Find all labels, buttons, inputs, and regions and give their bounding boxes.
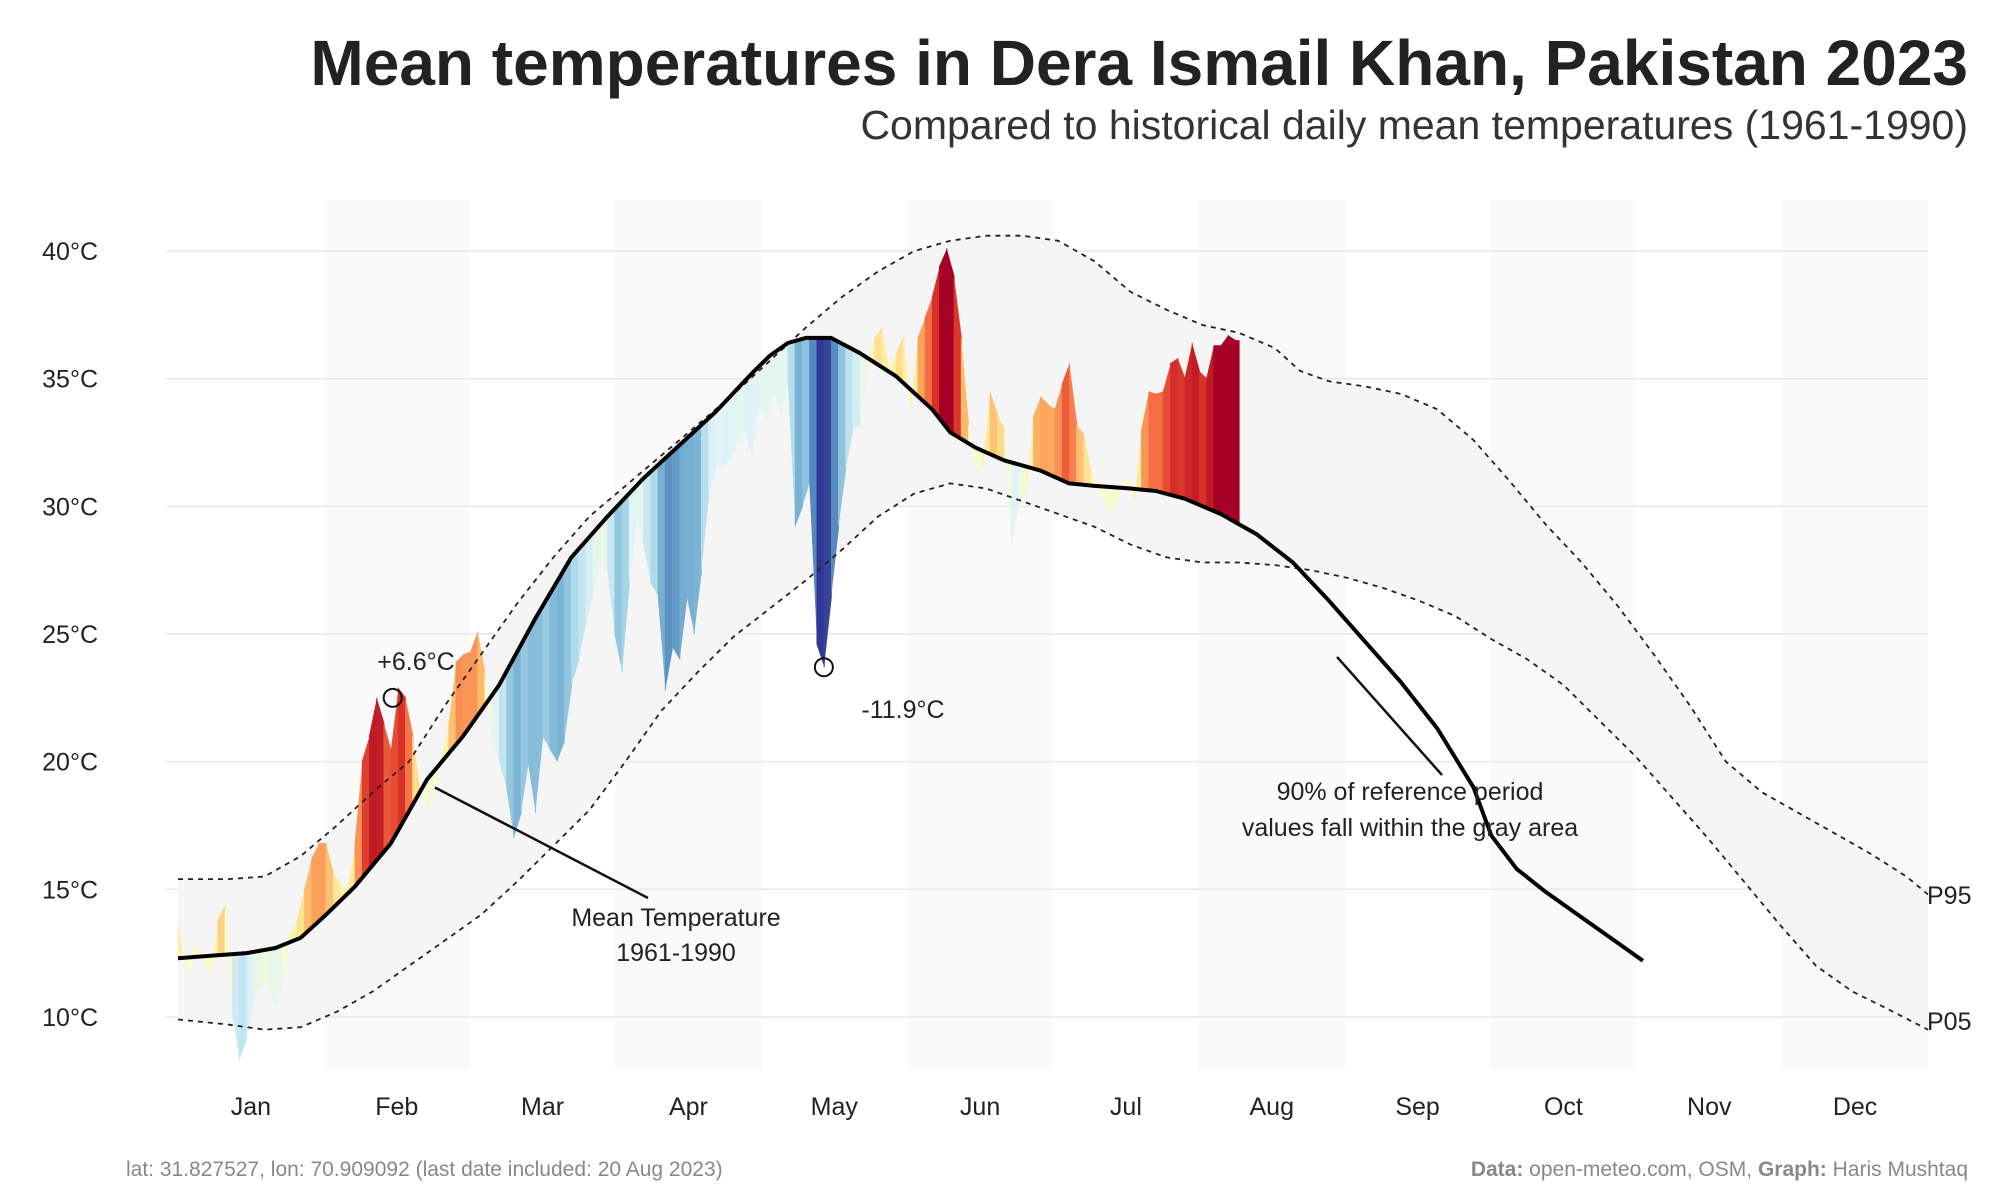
min-annotation: -11.9°C bbox=[861, 696, 944, 724]
data-source-value: open-meteo.com, OSM, bbox=[1523, 1158, 1758, 1181]
observed-bar bbox=[802, 337, 811, 507]
reference-lines bbox=[177, 234, 1929, 1031]
band-label-line2: values fall within the gray area bbox=[1242, 814, 1578, 842]
x-tick-label-may: May bbox=[811, 1093, 859, 1121]
y-tick-label: 40°C bbox=[42, 238, 98, 266]
observed-bar bbox=[556, 569, 565, 762]
observed-bar bbox=[1234, 340, 1240, 525]
observed-bar bbox=[1213, 345, 1222, 515]
observed-bar bbox=[650, 464, 659, 597]
min-marker bbox=[813, 657, 834, 678]
p05-line bbox=[177, 482, 1929, 1031]
axes: 10°C 15°C 20°C 25°C 30°C 35°C 40°C Jan Feb Mar Apr… bbox=[42, 238, 1877, 1121]
p95-line bbox=[178, 234, 1929, 896]
x-tick-label-mar: Mar bbox=[521, 1093, 564, 1121]
x-tick-label-jun: Jun bbox=[960, 1093, 1000, 1121]
observed-bar bbox=[1198, 370, 1208, 509]
x-tick-label-sep: Sep bbox=[1395, 1093, 1439, 1121]
observed-bar bbox=[1148, 391, 1157, 492]
observed-bar bbox=[722, 396, 731, 466]
observed-bar bbox=[470, 631, 479, 727]
observed-2023-bars bbox=[177, 248, 1240, 1061]
observed-bar bbox=[924, 296, 933, 410]
x-tick-label-jul: Jul bbox=[1110, 1093, 1142, 1121]
p05-label: P05 bbox=[1927, 1008, 1971, 1036]
observed-bar bbox=[823, 337, 832, 668]
observed-bar bbox=[1061, 363, 1071, 484]
observed-bar bbox=[1040, 396, 1049, 475]
mean-label-line1: Mean Temperature bbox=[571, 904, 780, 932]
y-tick-label: 20°C bbox=[42, 749, 98, 777]
x-tick-label-apr: Apr bbox=[669, 1093, 708, 1121]
observed-bar bbox=[1227, 334, 1237, 523]
max-annotation: +6.6°C bbox=[377, 648, 454, 676]
observed-bar bbox=[672, 444, 681, 661]
observed-bar bbox=[1220, 334, 1229, 519]
observed-bar bbox=[809, 337, 818, 645]
graph-author-label: Graph: bbox=[1757, 1158, 1827, 1181]
observed-bar bbox=[1170, 357, 1179, 498]
footer-location: lat: 31.827527, lon: 70.909092 (last dat… bbox=[126, 1158, 723, 1181]
x-tick-label-jan: Jan bbox=[231, 1093, 271, 1121]
observed-bar bbox=[1155, 391, 1164, 494]
footer-credits: Data: open-meteo.com, OSM, Graph: Haris … bbox=[1471, 1158, 1968, 1182]
data-source-label: Data: bbox=[1470, 1158, 1524, 1181]
observed-bar bbox=[794, 338, 803, 527]
observed-bar bbox=[664, 451, 674, 691]
max-marker bbox=[382, 687, 403, 708]
reference-mean-line bbox=[177, 335, 1645, 963]
observed-bar bbox=[1191, 342, 1200, 506]
x-tick-label-aug: Aug bbox=[1250, 1093, 1294, 1121]
graph-author-value: Haris Mushtaq bbox=[1826, 1158, 1968, 1181]
observed-bar bbox=[318, 843, 327, 922]
observed-bar bbox=[549, 581, 558, 763]
observed-bar bbox=[513, 644, 522, 839]
observed-bar bbox=[946, 248, 955, 435]
y-tick-label: 15°C bbox=[42, 876, 98, 904]
observed-bar bbox=[455, 653, 464, 746]
observed-bar bbox=[239, 952, 248, 1061]
annotations: +6.6°C -11.9°C Mean Temperature 1961-199… bbox=[377, 648, 1971, 1036]
y-tick-label: 25°C bbox=[42, 621, 98, 649]
x-tick-label-dec: Dec bbox=[1833, 1093, 1877, 1121]
observed-bar bbox=[1177, 358, 1186, 499]
band-label-line1: 90% of reference period bbox=[1277, 778, 1544, 806]
p95-label: P95 bbox=[1927, 882, 1971, 910]
observed-bar bbox=[1047, 403, 1056, 478]
observed-bar bbox=[361, 736, 370, 879]
chart-title: Mean temperatures in Dera Ismail Khan, P… bbox=[310, 27, 1968, 99]
observed-bar bbox=[376, 697, 385, 862]
mean-label-line2: 1961-1990 bbox=[616, 939, 736, 967]
observed-bar bbox=[231, 953, 241, 1061]
band-callout-line bbox=[1336, 656, 1443, 776]
observed-bar bbox=[816, 337, 825, 668]
observed-bar bbox=[311, 843, 320, 929]
x-tick-label-nov: Nov bbox=[1687, 1093, 1732, 1121]
observed-bar bbox=[260, 949, 269, 987]
observed-bar bbox=[397, 687, 407, 832]
mean-callout-line bbox=[434, 786, 649, 900]
observed-bar bbox=[542, 593, 551, 750]
chart-subtitle: Compared to historical daily mean temper… bbox=[860, 102, 1968, 148]
y-tick-label: 30°C bbox=[42, 493, 98, 521]
y-tick-label: 10°C bbox=[42, 1004, 98, 1032]
observed-bar bbox=[715, 403, 724, 469]
observed-bar bbox=[939, 248, 948, 429]
y-tick-label: 35°C bbox=[42, 366, 98, 394]
x-tick-label-oct: Oct bbox=[1544, 1093, 1583, 1121]
observed-bar bbox=[1076, 424, 1085, 486]
x-tick-label-feb: Feb bbox=[375, 1093, 418, 1121]
observed-bar bbox=[852, 348, 861, 431]
